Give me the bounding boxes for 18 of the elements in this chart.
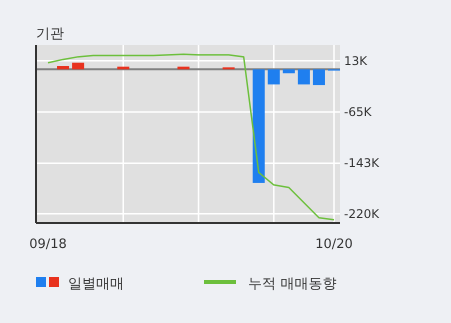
- y-tick-label: 13K: [344, 54, 368, 68]
- bar: [298, 69, 310, 84]
- bar: [177, 66, 190, 70]
- bar: [117, 66, 130, 70]
- bar: [72, 62, 84, 70]
- legend-label: 일별매매: [68, 276, 124, 292]
- bar: [252, 69, 265, 183]
- bar: [312, 69, 325, 86]
- legend-label: 누적 매매동향: [248, 276, 336, 292]
- x-tick-label: 10/20: [315, 237, 353, 252]
- y-tick-label: -143K: [344, 156, 380, 170]
- chart-title: 기관: [36, 26, 64, 42]
- y-tick-label: -65K: [344, 104, 373, 119]
- line-series: [47, 53, 335, 220]
- bar: [57, 66, 70, 70]
- bar: [268, 69, 280, 84]
- y-tick-label: -220K: [344, 206, 380, 221]
- x-tick-label: 09/18: [29, 237, 67, 252]
